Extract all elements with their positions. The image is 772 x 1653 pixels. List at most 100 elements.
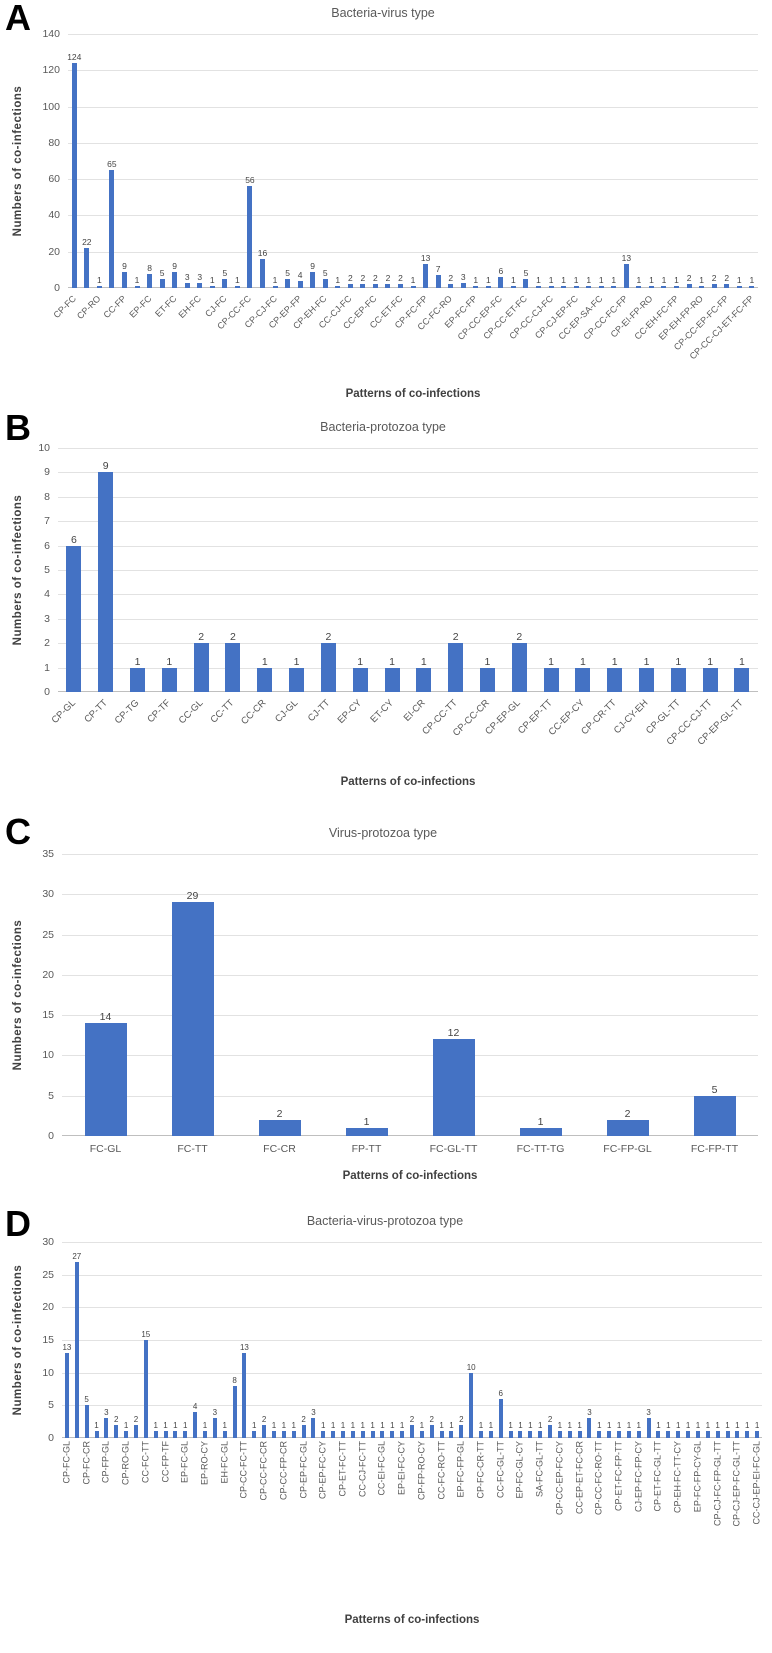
- bar-slot: 1: [555, 1242, 565, 1438]
- bar-value-label: 3: [311, 1408, 316, 1418]
- x-tick-slot: CP-EH-FC: [291, 288, 332, 384]
- x-axis-title: Patterns of co-infections: [345, 388, 481, 400]
- x-tick-slot: CP-CC-CJ-ET-FC-FP: [687, 288, 759, 384]
- x-tick-label: CC-FC-RO-TT: [436, 1441, 447, 1500]
- x-tick-slot: CP-EP-FP: [267, 288, 307, 384]
- bar-slot: 1: [742, 1242, 752, 1438]
- bar-value-label: 1: [340, 1421, 346, 1431]
- bar: [725, 1431, 730, 1438]
- bar-slot: 13: [62, 1242, 72, 1438]
- bar: [71, 63, 77, 288]
- x-tick-label: CC-CJ-EP-EI-FC-GL: [751, 1441, 762, 1525]
- x-tick-slot: CP-CC-FP-CR: [278, 1438, 289, 1610]
- bar: [390, 1431, 395, 1438]
- x-tick-label: CP-FC-GL: [61, 1441, 72, 1484]
- chart-title: Virus-protozoa type: [328, 826, 438, 840]
- bar-value-label: 2: [360, 273, 366, 284]
- bar-slot: 1: [121, 1242, 131, 1438]
- x-tick-slot: CP-RO-GL: [121, 1438, 131, 1610]
- bar-value-label: 5: [711, 1083, 718, 1096]
- bar-slot: 1: [645, 34, 658, 288]
- chart-body: Numbers of co-infections 0 5 10 15 20 25 30 13…: [8, 1236, 762, 1626]
- bar-slot: 2: [440, 448, 472, 692]
- bar: [320, 643, 336, 692]
- bar-value-label: 1: [484, 655, 491, 668]
- y-tick-label: 9: [44, 466, 50, 479]
- bar-value-label: 1: [616, 1421, 622, 1431]
- y-tick-label: 60: [48, 173, 60, 186]
- x-tick-slot: CP-EH-FC-TT-CY: [673, 1438, 683, 1610]
- chart-body: Numbers of co-infections 0 20 40 60 80 100 120…: [8, 28, 759, 400]
- bar-value-label: 8: [147, 262, 152, 273]
- bar: [639, 667, 655, 692]
- x-axis-title: Patterns of co-infections: [344, 1614, 480, 1626]
- x-tick-slot: CC-ET-FC: [367, 288, 407, 384]
- bar-value-label: 16: [257, 247, 268, 258]
- bar-slot: 2: [185, 448, 217, 692]
- bar: [693, 1095, 736, 1136]
- x-tick-slot: [545, 1438, 555, 1610]
- y-tick-label: 0: [44, 686, 50, 698]
- bar-value-label: 1: [335, 275, 341, 286]
- bar: [435, 275, 441, 288]
- bar-value-label: 1: [518, 1421, 523, 1431]
- bar-value-label: 1: [557, 1421, 563, 1431]
- y-tick-label: 35: [42, 848, 54, 860]
- x-tick-slot: FC-FP-TT: [671, 1136, 758, 1162]
- bar: [242, 1353, 247, 1438]
- bar: [646, 1418, 651, 1438]
- x-tick-slot: CP-CC-FC-TT: [239, 1438, 249, 1610]
- bar-value-label: 5: [84, 1395, 89, 1405]
- bar-value-label: 1: [675, 655, 682, 668]
- bar: [258, 1119, 301, 1136]
- bar-value-label: 1: [357, 655, 364, 668]
- x-tick-slot: [269, 1438, 279, 1610]
- x-axis-title: Patterns of co-infections: [342, 1170, 478, 1182]
- bar-value-label: 1: [163, 1421, 168, 1431]
- bar: [518, 1431, 523, 1438]
- bar-slot: 1: [470, 34, 483, 288]
- bar: [598, 286, 604, 288]
- gridline: [68, 251, 758, 253]
- bar-value-label: 3: [197, 271, 203, 282]
- bar-value-label: 1: [508, 1421, 513, 1431]
- bar-slot: 1: [122, 448, 154, 692]
- bar-value-label: 1: [577, 1421, 582, 1431]
- bar-value-label: 1: [390, 1421, 395, 1431]
- x-tick-slot: CP-FC-CR-TT: [476, 1438, 486, 1610]
- bar-slot: 2: [344, 34, 357, 288]
- bar-slot: 2: [299, 1242, 309, 1438]
- bar: [715, 1431, 720, 1438]
- bar-value-label: 1: [567, 1421, 572, 1431]
- x-axis-labels: CP-FC CP-RO CC-FP EP-FC ET-FC EH-FC CJ-FC CP-CC…: [51, 288, 759, 384]
- chart-body: Numbers of co-infections 0 5 10 15 20 25 30 35 …: [8, 848, 758, 1182]
- bar: [74, 1261, 79, 1438]
- x-tick-slot: FC-TT-TG: [497, 1136, 584, 1162]
- panel-b: B Bacteria-protozoa type Numbers of co-i…: [0, 400, 772, 798]
- bar: [257, 667, 273, 692]
- gridline: [62, 1135, 758, 1136]
- bar-slot: 1: [161, 1242, 171, 1438]
- bar: [400, 1431, 405, 1438]
- bar: [416, 667, 432, 692]
- bar: [291, 1431, 296, 1438]
- gridline: [62, 974, 758, 976]
- bar-value-label: 1: [636, 1421, 641, 1431]
- bar: [656, 1431, 661, 1438]
- x-tick-slot: CP-EP-GL-TT: [696, 692, 758, 772]
- bar-slot: 2: [313, 448, 345, 692]
- x-tick-label: CP-EH-FC-TT-CY: [672, 1441, 683, 1513]
- bar-value-label: 1: [695, 1421, 701, 1431]
- bar-value-label: 2: [261, 1414, 267, 1424]
- bar-value-label: 1: [321, 1421, 326, 1431]
- bar-slot: 1: [614, 1242, 624, 1438]
- bar: [84, 248, 90, 288]
- bar-slot: 3: [585, 1242, 595, 1438]
- bar-value-label: 1: [222, 1421, 227, 1431]
- x-tick-slot: FP-TT: [323, 1136, 410, 1162]
- bar-slot: 1: [249, 1242, 259, 1438]
- x-axis-title: Patterns of co-infections: [340, 776, 476, 788]
- bar-value-label: 1: [705, 1421, 711, 1431]
- bar: [536, 286, 541, 288]
